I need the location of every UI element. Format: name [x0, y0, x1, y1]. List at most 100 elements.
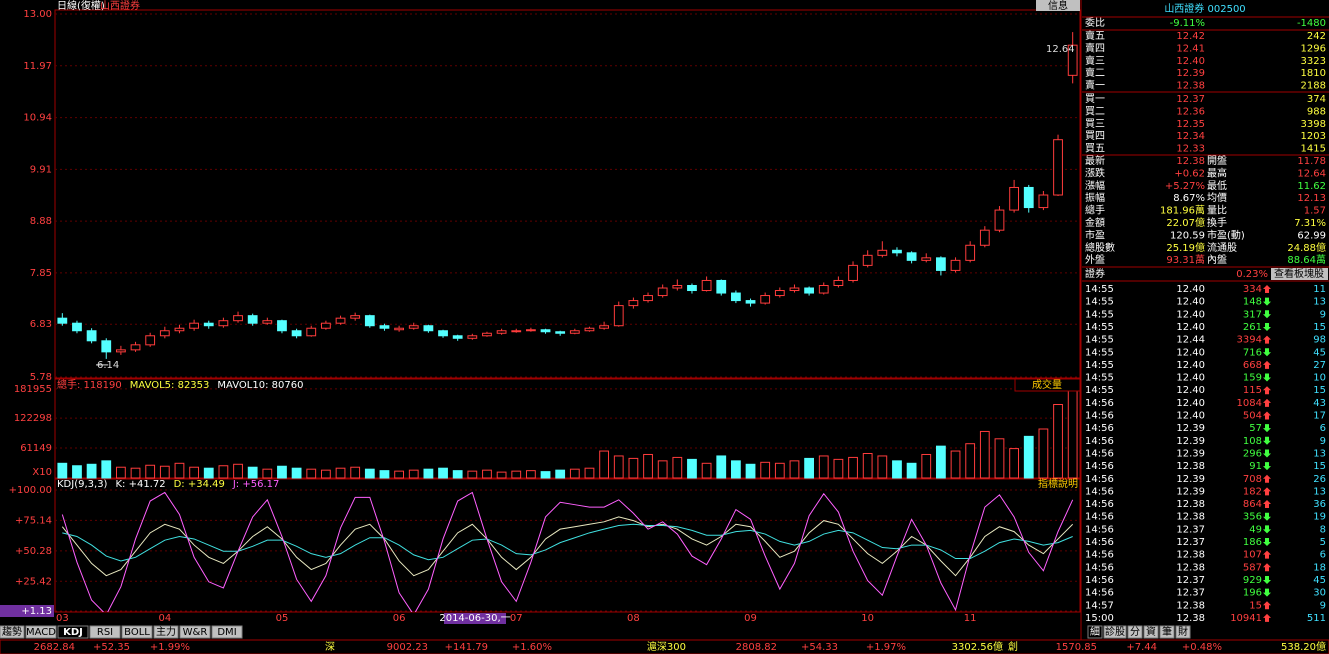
trade-time: 14:56	[1085, 588, 1114, 599]
cursor-date: 2014-06-30,一	[439, 613, 510, 624]
tab-label: KDJ	[63, 627, 83, 638]
candle-body	[906, 252, 917, 261]
low-label: 6.14	[97, 360, 119, 371]
stat-value: 181.96萬	[1160, 204, 1205, 217]
tab[interactable]	[89, 625, 121, 639]
volume-bar	[159, 465, 170, 479]
book-volume: 1296	[1301, 43, 1326, 54]
volume-bar	[555, 469, 566, 479]
stat-value: +0.62	[1174, 168, 1205, 179]
trade-volume: 296	[1243, 448, 1262, 459]
trade-volume: 929	[1243, 575, 1262, 586]
candle-body	[1009, 186, 1020, 211]
trade-count: 15	[1313, 385, 1326, 396]
book-price: 12.38	[1176, 81, 1205, 92]
tab[interactable]	[153, 625, 179, 639]
tab[interactable]	[179, 625, 211, 639]
trade-price: 12.37	[1176, 524, 1205, 535]
tab[interactable]	[0, 625, 25, 639]
stat-label: 漲幅	[1085, 179, 1105, 192]
trade-time: 14:56	[1085, 436, 1114, 447]
candle-body	[218, 320, 229, 327]
trade-count: 15	[1313, 461, 1326, 472]
trade-volume: 3394	[1237, 335, 1262, 346]
trade-price: 12.38	[1176, 613, 1205, 624]
candle-body	[306, 327, 317, 337]
tab[interactable]	[121, 625, 153, 639]
candle-body	[569, 330, 580, 334]
trade-price: 12.39	[1176, 474, 1205, 485]
trade-price: 12.38	[1176, 562, 1205, 573]
side-tab-label: 診股	[1105, 625, 1125, 638]
trade-arrow	[1263, 588, 1271, 597]
trade-arrow	[1263, 500, 1271, 509]
volume-bar	[906, 462, 917, 479]
book-label: 賣四	[1085, 41, 1105, 54]
sector-button-label: 查看板塊股	[1274, 267, 1324, 280]
trade-volume: 108	[1243, 436, 1262, 447]
trade-volume: 716	[1243, 347, 1262, 358]
book-price: 12.35	[1176, 119, 1205, 130]
trade-volume: 587	[1243, 562, 1262, 573]
volume-bar	[745, 463, 756, 479]
candle-body	[130, 344, 141, 351]
trade-volume: 668	[1243, 360, 1262, 371]
stat-value: 88.64萬	[1287, 253, 1326, 266]
trade-arrow	[1263, 285, 1271, 293]
tab-label: MACD	[26, 627, 56, 638]
trade-count: 27	[1313, 360, 1326, 371]
volume-bar	[760, 461, 771, 479]
sector-button[interactable]	[1271, 268, 1328, 280]
stat-label: 均價	[1207, 191, 1227, 204]
side-tab[interactable]	[1127, 625, 1143, 639]
candle-body	[526, 329, 536, 332]
candle-body	[350, 315, 361, 319]
trade-price: 12.37	[1176, 575, 1205, 586]
candle-body	[643, 295, 653, 302]
status-item: 2808.82	[736, 642, 777, 653]
trade-volume: 159	[1243, 373, 1262, 384]
side-tab[interactable]	[1175, 625, 1191, 639]
tab[interactable]	[211, 625, 243, 639]
status-item: 538.20億	[1281, 640, 1326, 653]
volume-bar	[379, 470, 390, 479]
volume-button-label: 成交量	[1032, 378, 1062, 391]
tab[interactable]	[25, 625, 57, 639]
y-tick-label: +50.28	[15, 546, 52, 557]
side-tab[interactable]	[1103, 625, 1127, 639]
candle-body	[335, 317, 346, 324]
trade-price: 12.38	[1176, 499, 1205, 510]
trade-price: 12.39	[1176, 486, 1205, 497]
trade-arrow	[1263, 411, 1271, 420]
trade-volume: 57	[1249, 423, 1262, 434]
trade-time: 14:56	[1085, 461, 1114, 472]
candle-body	[452, 335, 463, 339]
candle-body	[379, 325, 390, 329]
status-item: +141.79	[445, 642, 488, 653]
side-tab[interactable]	[1143, 625, 1159, 639]
volume-button[interactable]	[1014, 378, 1081, 392]
trade-count: 17	[1313, 411, 1326, 422]
stat-value: 62.99	[1297, 230, 1326, 241]
panel-header: D: +34.49	[174, 479, 225, 490]
book-label: 賣一	[1085, 79, 1105, 92]
side-tab[interactable]	[1159, 625, 1175, 639]
info-button[interactable]	[1036, 0, 1080, 11]
volume-bar	[277, 465, 287, 479]
candle-body	[628, 300, 639, 307]
side-tab[interactable]	[1087, 625, 1103, 639]
volume-bar	[1038, 428, 1049, 479]
volume-bar	[643, 453, 653, 479]
tab[interactable]	[57, 625, 89, 639]
volume-bar	[950, 450, 961, 479]
cursor-date-box	[444, 613, 506, 624]
x-tick-label: 07	[510, 613, 523, 624]
trade-count: 9	[1320, 600, 1326, 611]
trade-price: 12.37	[1176, 588, 1205, 599]
candle-body	[657, 287, 668, 297]
trade-price: 12.38	[1176, 512, 1205, 523]
stat-label: 量比	[1207, 205, 1227, 217]
candle-body	[716, 279, 727, 294]
